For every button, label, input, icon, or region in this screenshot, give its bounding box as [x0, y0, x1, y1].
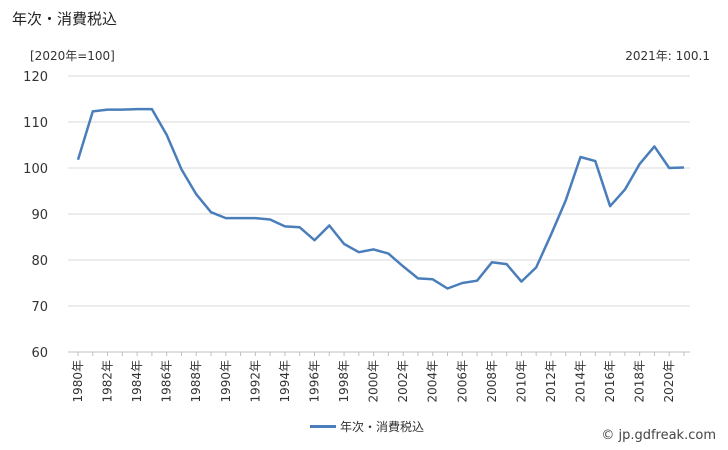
legend-swatch: [310, 425, 336, 428]
x-tick-label: 2002年: [396, 360, 410, 403]
y-axis-ticks: 60 70 80 90 100 110 120: [23, 70, 48, 361]
x-tick-label: 1992年: [248, 360, 262, 403]
x-tick-label: 1982年: [101, 360, 115, 403]
x-tick-label: 1990年: [219, 360, 233, 403]
series-line-0: [76, 107, 685, 290]
y-tick-label: 100: [23, 162, 48, 177]
x-tick-label: 2004年: [426, 360, 440, 403]
x-tick-label: 2008年: [485, 360, 499, 403]
x-tick-label: 2018年: [633, 360, 647, 403]
x-tick-label: 2016年: [603, 360, 617, 403]
x-tick-label: 1998年: [337, 360, 351, 403]
y-axis-unit-label: [2020年=100]: [30, 49, 115, 63]
y-tick-label: 110: [23, 116, 48, 131]
x-tick-label: 2000年: [367, 360, 381, 403]
y-tick-label: 120: [23, 70, 48, 85]
series-lines: [76, 107, 685, 290]
x-tick-label: 2014年: [574, 360, 588, 403]
credit-text: © jp.gdfreak.com: [601, 428, 716, 443]
y-tick-label: 80: [31, 254, 48, 269]
x-tick-label: 1994年: [278, 360, 292, 403]
x-tick-label: 1986年: [160, 360, 174, 403]
latest-value-label: 2021年: 100.1: [625, 49, 710, 63]
chart-title: 年次・消費税込: [12, 10, 118, 28]
legend: 年次・消費税込: [310, 418, 424, 435]
gridlines: [68, 75, 690, 353]
x-axis-ticks: 1980年 1982年 1984年 1986年 1988年 1990年 1992年 1994年…: [71, 352, 685, 403]
x-tick-label: 2020年: [662, 360, 676, 403]
x-tick-label: 1988年: [189, 360, 203, 403]
x-tick-label: 1996年: [307, 360, 321, 403]
x-tick-label: 2010年: [514, 360, 528, 403]
y-tick-label: 90: [31, 208, 48, 223]
legend-label: 年次・消費税込: [340, 420, 425, 434]
x-tick-label: 1980年: [71, 360, 85, 403]
x-tick-label: 1984年: [130, 360, 144, 403]
x-tick-label: 2012年: [544, 360, 558, 403]
x-tick-label: 2006年: [455, 360, 469, 403]
y-tick-label: 70: [31, 300, 48, 315]
y-tick-label: 60: [31, 346, 48, 361]
